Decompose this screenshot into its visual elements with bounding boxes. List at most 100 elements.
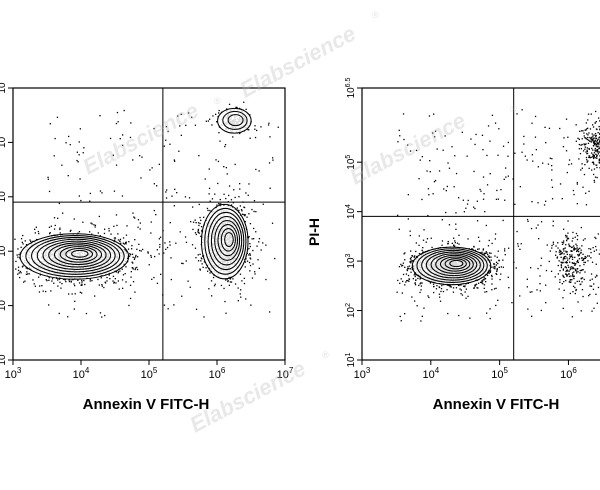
event-dot bbox=[410, 261, 412, 263]
event-dot bbox=[211, 124, 213, 126]
event-dot bbox=[190, 221, 192, 223]
event-dot bbox=[571, 268, 573, 270]
event-dot bbox=[587, 127, 589, 129]
event-dot bbox=[590, 248, 592, 250]
event-dot bbox=[505, 176, 507, 178]
event-dot bbox=[117, 280, 119, 282]
event-dot bbox=[486, 312, 488, 314]
event-dot bbox=[572, 262, 574, 264]
event-dot bbox=[258, 241, 260, 243]
event-dot bbox=[418, 178, 420, 180]
event-dot bbox=[115, 214, 118, 216]
event-dot bbox=[503, 178, 505, 180]
event-dot bbox=[241, 210, 243, 212]
event-dot bbox=[103, 232, 106, 235]
event-dot bbox=[576, 235, 579, 237]
event-dot bbox=[198, 232, 200, 234]
event-dot bbox=[552, 241, 554, 243]
event-dot bbox=[228, 103, 231, 105]
event-dot bbox=[59, 227, 61, 229]
event-dot bbox=[21, 241, 23, 243]
event-dot bbox=[567, 237, 569, 239]
event-dot bbox=[579, 130, 581, 132]
event-dot bbox=[422, 251, 424, 253]
event-dot bbox=[584, 257, 587, 259]
event-dot bbox=[139, 155, 141, 157]
event-dot bbox=[106, 276, 108, 279]
event-dot bbox=[252, 249, 254, 252]
event-dot bbox=[403, 253, 405, 255]
event-dot bbox=[99, 190, 102, 192]
event-dot bbox=[258, 267, 260, 269]
event-dot bbox=[573, 271, 575, 273]
event-dot bbox=[557, 273, 559, 275]
event-dot bbox=[556, 256, 559, 258]
event-dot bbox=[512, 178, 514, 180]
contour-line bbox=[204, 207, 247, 275]
event-dot bbox=[560, 264, 562, 266]
event-dot bbox=[26, 268, 29, 270]
event-dot bbox=[465, 207, 467, 209]
event-dot bbox=[495, 261, 498, 263]
event-dot bbox=[453, 244, 455, 246]
event-dot bbox=[565, 267, 568, 269]
event-dot bbox=[206, 207, 209, 210]
event-dot bbox=[230, 199, 233, 201]
event-dot bbox=[240, 289, 242, 291]
event-dot bbox=[59, 277, 61, 279]
event-dot bbox=[139, 222, 141, 224]
event-dot bbox=[415, 149, 418, 152]
event-dot bbox=[592, 153, 594, 156]
event-dot bbox=[496, 189, 498, 192]
event-dot bbox=[575, 288, 577, 291]
event-dot bbox=[219, 140, 221, 142]
event-dot bbox=[477, 236, 480, 238]
event-dot bbox=[192, 228, 194, 231]
event-dot bbox=[411, 255, 414, 257]
event-dot bbox=[538, 238, 540, 240]
event-dot bbox=[427, 295, 429, 297]
event-dot bbox=[567, 232, 569, 234]
event-dot bbox=[81, 292, 83, 294]
event-dot bbox=[597, 233, 599, 235]
event-dot bbox=[241, 280, 243, 282]
contour-line bbox=[200, 203, 249, 280]
event-dot bbox=[120, 242, 122, 244]
event-dot bbox=[125, 281, 127, 283]
event-dot bbox=[583, 173, 586, 176]
event-dot bbox=[39, 274, 41, 276]
event-dot bbox=[203, 216, 205, 218]
event-dot bbox=[447, 243, 449, 245]
event-dot bbox=[49, 233, 51, 235]
event-dot bbox=[591, 169, 593, 171]
event-dot bbox=[447, 162, 449, 164]
event-dot bbox=[246, 236, 248, 238]
event-dot bbox=[519, 186, 521, 188]
event-dot bbox=[581, 163, 583, 165]
event-dot bbox=[587, 119, 589, 121]
event-dot bbox=[536, 289, 538, 291]
event-dot bbox=[568, 258, 571, 260]
event-dot bbox=[581, 269, 583, 271]
event-dot bbox=[565, 118, 568, 120]
event-dot bbox=[577, 271, 579, 273]
event-dot bbox=[227, 280, 229, 282]
event-dot bbox=[417, 277, 419, 280]
event-dot bbox=[572, 275, 574, 277]
event-dot bbox=[171, 195, 173, 197]
event-dot bbox=[234, 283, 237, 285]
event-dot bbox=[557, 247, 559, 249]
event-dot bbox=[246, 260, 249, 262]
event-dot bbox=[125, 234, 128, 236]
event-dot bbox=[174, 160, 176, 162]
event-dot bbox=[571, 246, 573, 248]
event-dot bbox=[429, 282, 432, 284]
event-dot bbox=[527, 308, 529, 310]
event-dot bbox=[552, 220, 554, 222]
event-dot bbox=[591, 152, 593, 154]
event-dot bbox=[244, 215, 246, 217]
event-dot bbox=[108, 227, 110, 230]
event-dot bbox=[76, 151, 78, 153]
event-dot bbox=[179, 231, 181, 233]
event-dot bbox=[582, 130, 584, 132]
